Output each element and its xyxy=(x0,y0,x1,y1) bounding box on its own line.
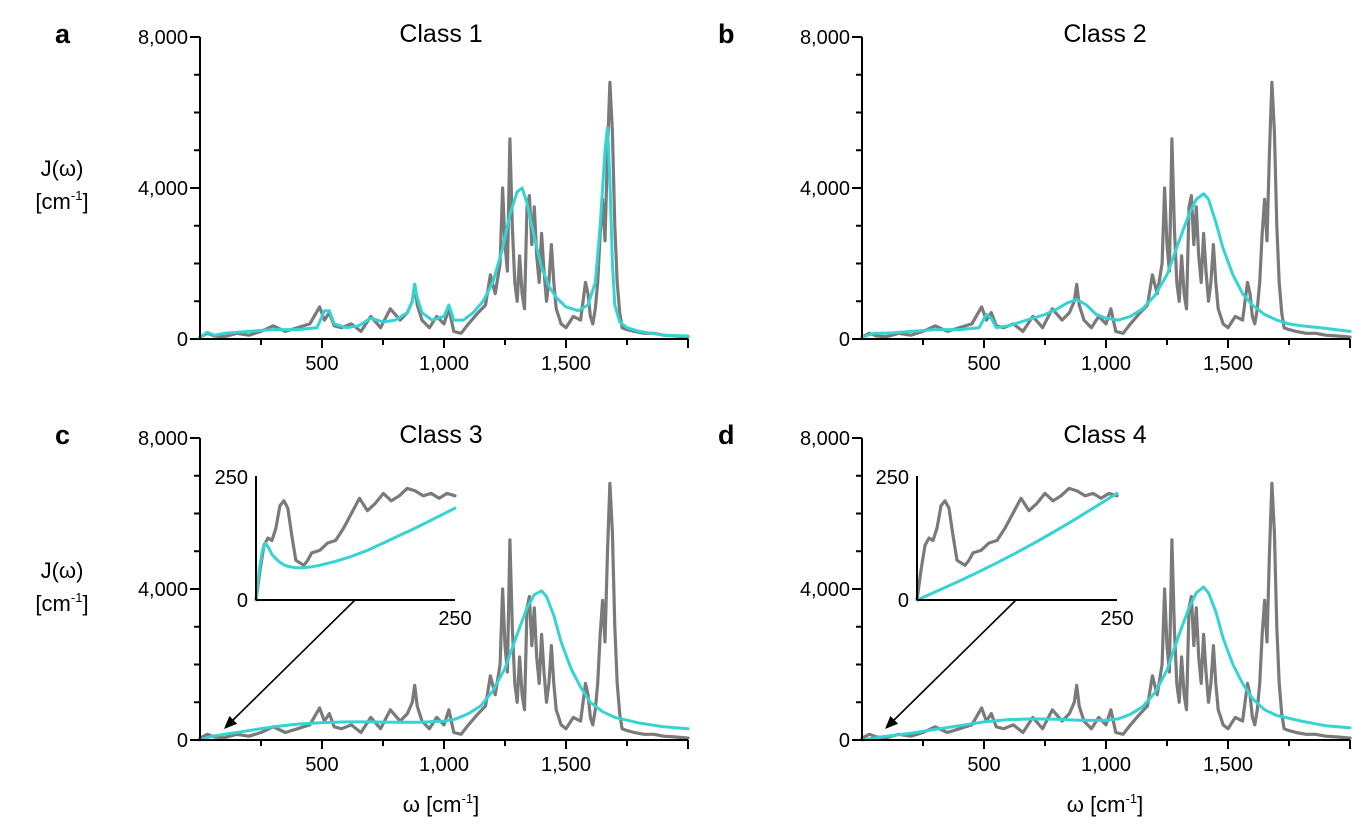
y-axis-label-bottom: J(ω) [cm-1] xyxy=(35,558,88,616)
x-tick-label: 1,000 xyxy=(419,754,469,776)
y-tick-label: 8,000 xyxy=(800,27,850,49)
x-tick-label: 1,500 xyxy=(541,353,591,375)
y-tick-label: 8,000 xyxy=(138,428,188,450)
panel-title: Class 4 xyxy=(1063,421,1146,449)
y-tick-label: 0 xyxy=(177,730,188,752)
y-tick-label: 4,000 xyxy=(800,579,850,601)
x-tick-label: 500 xyxy=(967,353,1000,375)
y-tick-label: 8,000 xyxy=(800,428,850,450)
inset-fit-line xyxy=(254,506,457,602)
inset-reference-line xyxy=(915,486,1119,602)
inset-y-tick-label: 250 xyxy=(215,467,248,489)
series-reference-line xyxy=(198,80,690,339)
x-axis-label-right: ω [cm-1] xyxy=(1067,791,1143,817)
y-axis-label-line1: J(ω) xyxy=(41,558,84,583)
y-tick-label: 4,000 xyxy=(138,178,188,200)
x-tick-label: 1,500 xyxy=(541,754,591,776)
inset-arrow-line xyxy=(229,599,356,724)
y-tick-label: 0 xyxy=(839,329,850,351)
y-tick-label: 4,000 xyxy=(138,579,188,601)
inset: 250 0 250 xyxy=(876,467,1134,630)
y-tick-label: 8,000 xyxy=(138,27,188,49)
panel-b: b Class 2 0 4,000 8,000 500 1,000 1,500 xyxy=(718,19,1352,375)
inset-x-tick-label: 250 xyxy=(1100,608,1133,630)
plot-area: 0 4,000 8,000 500 1,000 1,500 xyxy=(800,27,1352,375)
x-axis-label-left: ω [cm-1] xyxy=(403,791,479,817)
panel-letter: b xyxy=(718,19,735,49)
panel-letter: d xyxy=(718,420,735,450)
panel-title: Class 1 xyxy=(399,20,482,48)
panel-letter: a xyxy=(55,19,71,49)
inset-arrow-head xyxy=(224,716,238,729)
inset-arrow-line xyxy=(890,599,1017,724)
x-tick-label: 500 xyxy=(967,754,1000,776)
series-fit-line xyxy=(198,589,690,742)
y-axis-label-line1: J(ω) xyxy=(41,156,84,181)
x-tick-label: 1,500 xyxy=(1203,754,1253,776)
x-tick-label: 1,000 xyxy=(419,353,469,375)
inset-x-tick-label: 250 xyxy=(438,608,471,630)
panel-letter: c xyxy=(55,420,70,450)
inset-fit-line xyxy=(915,491,1119,602)
plot-area: 0 4,000 8,000 500 1,000 1,500 250 0 250 xyxy=(800,428,1352,776)
x-tick-label: 500 xyxy=(305,754,338,776)
series-reference-line xyxy=(860,80,1352,339)
series-fit-line xyxy=(860,192,1352,339)
y-tick-label: 0 xyxy=(839,730,850,752)
inset-y-tick-label: 0 xyxy=(237,590,248,612)
plot-area: 0 4,000 8,000 500 1,000 1,500 xyxy=(138,27,690,375)
panel-title: Class 3 xyxy=(399,421,482,449)
panel-title: Class 2 xyxy=(1063,20,1146,48)
inset-y-tick-label: 0 xyxy=(898,590,909,612)
inset: 250 0 250 xyxy=(215,467,472,630)
y-tick-label: 4,000 xyxy=(800,178,850,200)
series-reference-line xyxy=(860,481,1352,740)
y-axis-label-top: J(ω) [cm-1] xyxy=(35,156,88,214)
inset-y-tick-label: 250 xyxy=(876,467,909,489)
inset-reference-line xyxy=(254,486,457,602)
x-tick-label: 1,000 xyxy=(1081,754,1131,776)
plot-area: 0 4,000 8,000 500 1,000 1,500 250 0 250 xyxy=(138,428,690,776)
x-tick-label: 1,500 xyxy=(1203,353,1253,375)
panel-a: a Class 1 0 4,000 8,000 500 1,000 1,500 xyxy=(55,19,690,375)
x-tick-label: 500 xyxy=(305,353,338,375)
y-tick-label: 0 xyxy=(177,329,188,351)
y-axis-label-line2: [cm-1] xyxy=(35,590,88,616)
series-reference-line xyxy=(198,481,690,740)
x-tick-label: 1,000 xyxy=(1081,353,1131,375)
series-fit-line xyxy=(198,126,690,339)
series-fit-line xyxy=(860,585,1352,742)
y-axis-label-line2: [cm-1] xyxy=(35,188,88,214)
inset-arrow-head xyxy=(885,716,899,729)
